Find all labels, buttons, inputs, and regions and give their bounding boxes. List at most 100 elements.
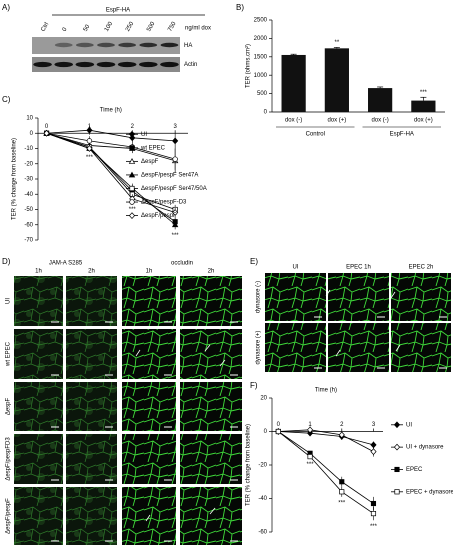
band <box>75 61 95 68</box>
bar <box>411 100 436 112</box>
x-tick-label: 1 <box>88 124 92 130</box>
y-tick-label: -20 <box>24 161 33 167</box>
series-line <box>278 431 374 446</box>
marker <box>43 129 50 137</box>
marker <box>339 489 345 495</box>
micrograph <box>14 487 63 545</box>
legend-marker <box>129 185 135 192</box>
band <box>33 61 52 68</box>
arrows <box>135 289 401 522</box>
legend-label: ΔespF <box>141 159 159 165</box>
y-tick-label: 500 <box>257 91 268 97</box>
panel-label: C) <box>2 95 11 104</box>
blot-label: Actin <box>184 62 197 68</box>
micrograph <box>66 329 117 379</box>
lane-label: 500 <box>146 21 157 33</box>
x-tick-label: 1 <box>308 422 312 428</box>
marker <box>172 137 179 145</box>
row-label: UI <box>6 298 12 304</box>
legend-marker <box>128 130 136 138</box>
band <box>160 61 179 68</box>
legend-marker <box>128 212 136 219</box>
stain-label: occludin <box>171 261 193 267</box>
time-label: 1h <box>35 269 42 275</box>
legend-marker <box>128 158 136 164</box>
y-axis-label: TER (ohms.cm²) <box>246 44 252 88</box>
panel-label: B) <box>236 3 244 12</box>
marker <box>370 500 377 507</box>
legend-label: UI + dynasore <box>406 445 444 451</box>
series-line <box>278 431 374 514</box>
y-tick-label: -20 <box>258 463 267 469</box>
bar <box>324 48 349 112</box>
arrow <box>390 291 396 299</box>
legend-marker <box>394 466 400 473</box>
marker <box>370 448 377 455</box>
significance: ** <box>335 40 340 46</box>
legend-label: UI <box>141 132 147 138</box>
band <box>75 42 94 48</box>
y-tick-label: 0 <box>264 429 268 435</box>
micrograph <box>180 487 242 545</box>
significance: *** <box>420 90 428 96</box>
y-tick-label: -40 <box>24 192 33 198</box>
micrograph <box>66 382 117 431</box>
x-tick-label: 2 <box>340 422 344 428</box>
blot-header: EspF-HA <box>106 8 130 14</box>
panel-label: A) <box>2 3 10 12</box>
micrograph <box>122 276 176 326</box>
x-tick-label: dox (+) <box>327 118 346 124</box>
y-axis-label: TER (% change from baseline) <box>246 424 252 506</box>
micrograph <box>328 323 389 372</box>
western-blot: HA Actin Ctrl 0 50 100 250 500 750 <box>32 21 197 72</box>
micrograph <box>14 276 63 326</box>
micrograph <box>265 323 326 372</box>
lane-label: 100 <box>104 21 115 33</box>
band <box>160 42 179 48</box>
marker <box>306 426 314 434</box>
y-tick-label: -60 <box>258 530 267 536</box>
series-line <box>46 132 176 213</box>
y-tick-label: 2500 <box>254 18 268 24</box>
y-tick-label: 2000 <box>254 36 268 42</box>
group-label: Control <box>306 132 325 138</box>
band <box>54 42 73 48</box>
micrograph <box>265 273 326 321</box>
significance: *** <box>370 524 378 530</box>
x-tick-label: dox (+) <box>414 118 433 124</box>
marker <box>370 511 377 517</box>
band <box>96 61 116 68</box>
y-tick-label: 1000 <box>254 73 268 79</box>
row-label: ΔespF/pespF <box>6 498 12 534</box>
micrograph <box>66 434 117 484</box>
row-label: ΔespF/pespFD3 <box>6 437 12 481</box>
panel-label: D) <box>2 257 11 266</box>
marker <box>86 145 93 152</box>
marker <box>86 126 93 134</box>
micrograph <box>180 434 242 484</box>
micrograph <box>14 329 63 379</box>
series-line <box>46 132 176 210</box>
arrow <box>219 359 226 367</box>
marker <box>338 431 345 439</box>
x-axis-label: Time (h) <box>100 108 122 114</box>
legend-marker <box>129 145 135 151</box>
y-tick-label: -70 <box>24 238 33 244</box>
bar <box>281 54 306 112</box>
micrograph <box>391 273 451 321</box>
legend-label: ΔespF/pespF <box>141 213 177 219</box>
series-line <box>46 132 176 162</box>
arrow <box>335 349 341 357</box>
series-line <box>278 431 374 504</box>
y-tick-label: 1500 <box>254 54 268 60</box>
arrow <box>145 514 151 522</box>
significance: *** <box>172 233 180 239</box>
panel-label: E) <box>250 257 258 266</box>
y-tick-label: -30 <box>24 177 33 183</box>
arrow <box>209 507 216 515</box>
micrographs: JAM-A S285 occludin 1h 2h 1h 2h UI wt EPEC ΔespF… <box>6 261 451 545</box>
column-label: UI <box>293 265 299 271</box>
band <box>138 61 158 68</box>
stain-label: JAM-A S285 <box>49 261 83 267</box>
